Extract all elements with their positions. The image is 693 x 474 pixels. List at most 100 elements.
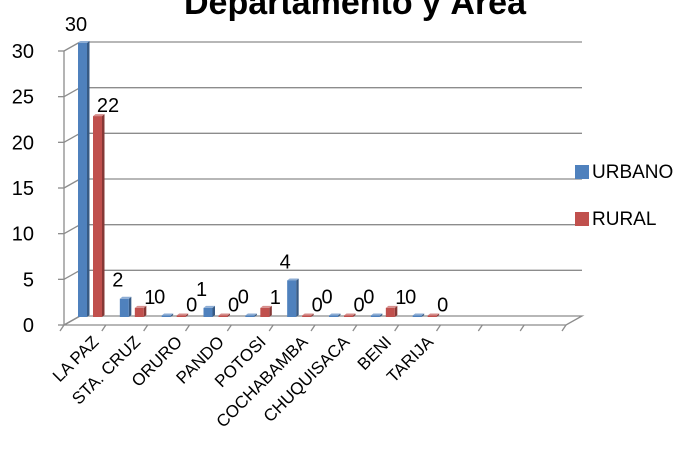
floor <box>61 315 585 326</box>
bar <box>93 116 102 317</box>
data-label: 1 <box>270 287 281 309</box>
bar-side <box>227 313 230 317</box>
gridline-side <box>63 178 81 189</box>
bar-side <box>212 305 215 317</box>
data-label: 0 <box>238 287 249 309</box>
data-label: 0 <box>363 287 374 309</box>
bar <box>203 307 213 317</box>
y-tick-label: 15 <box>12 178 34 200</box>
bar-side <box>143 305 147 317</box>
y-tick-label: 25 <box>12 87 34 109</box>
bar <box>176 315 186 317</box>
data-label: 1 <box>395 287 406 309</box>
data-label: 4 <box>280 251 291 273</box>
bar-top <box>344 313 356 316</box>
x-tick-mark <box>394 324 400 332</box>
x-tick-mark <box>519 324 525 332</box>
bar-top <box>260 305 272 308</box>
bar <box>287 280 297 317</box>
bar-top <box>302 313 314 316</box>
bar-side <box>254 313 257 317</box>
bar-side <box>394 305 398 317</box>
bar-side <box>185 313 189 317</box>
bar <box>344 315 353 317</box>
x-tick-mark <box>143 324 149 332</box>
data-label: 0 <box>186 295 197 317</box>
data-label: 1 <box>144 287 155 309</box>
x-tick-mark <box>268 324 274 332</box>
data-label: 0 <box>154 287 165 309</box>
data-label: 0 <box>353 295 364 317</box>
bar-top <box>176 313 189 316</box>
bar <box>412 315 422 317</box>
bar-side <box>170 313 174 317</box>
axes <box>58 42 585 332</box>
gridline-side <box>63 269 81 280</box>
bar <box>302 315 312 317</box>
data-label: 0 <box>321 287 332 309</box>
legend-swatch <box>575 212 589 226</box>
bar-side <box>379 313 383 317</box>
x-tick-mark <box>352 324 358 332</box>
x-tick-mark <box>310 324 316 332</box>
x-tick-mark <box>435 324 442 332</box>
x-tick-mark <box>101 324 107 332</box>
bar <box>218 315 228 317</box>
gridline-side <box>63 87 81 98</box>
bar-top <box>218 313 230 316</box>
bar-side <box>353 313 356 317</box>
bar-top <box>412 313 425 316</box>
legend-swatch <box>575 165 589 179</box>
bar-top <box>245 313 257 316</box>
bar-side <box>128 296 132 317</box>
bar-top <box>161 313 174 316</box>
bar <box>385 307 395 317</box>
bars <box>78 41 440 317</box>
bar-top <box>134 305 147 308</box>
data-label: 0 <box>405 287 416 309</box>
bar-side <box>102 114 105 317</box>
bar <box>78 43 87 317</box>
legend-label: RURAL <box>592 209 656 230</box>
bar-side <box>87 41 90 317</box>
data-label: 0 <box>312 295 323 317</box>
x-tick-mark <box>226 324 232 332</box>
bar-side <box>296 278 299 317</box>
bar-top <box>93 114 105 117</box>
bar-side <box>436 313 440 317</box>
bar-top <box>119 296 132 299</box>
bar <box>119 298 129 317</box>
x-tick-mark <box>477 324 483 332</box>
legend-label: URBANO <box>592 162 673 183</box>
bar-side <box>421 313 425 317</box>
bar <box>370 315 380 317</box>
bar <box>134 307 144 317</box>
bar-top <box>370 313 383 316</box>
y-tick-label: 10 <box>12 224 34 246</box>
legend: URBANO RURAL <box>575 162 673 230</box>
x-tick-mark <box>184 324 191 332</box>
gridlines <box>63 41 582 326</box>
chart-title: Departamento y Área <box>184 0 527 22</box>
gridline-side <box>63 41 81 52</box>
gridline-side <box>63 132 81 143</box>
bar <box>245 315 255 317</box>
bar-top <box>203 305 215 308</box>
gridline-side <box>63 224 81 235</box>
bar-side <box>311 313 314 317</box>
data-label: 1 <box>196 279 207 301</box>
data-label: 2 <box>112 270 123 292</box>
bar-top <box>78 41 90 43</box>
bar-top <box>287 278 299 281</box>
category-label: TARIJA <box>383 332 437 386</box>
bar <box>427 315 437 317</box>
bar-top <box>427 313 440 316</box>
bar-side <box>269 305 272 317</box>
x-tick-mark <box>59 324 65 332</box>
y-tick-label: 5 <box>23 269 34 291</box>
bar <box>329 315 338 317</box>
data-label: 30 <box>65 14 87 36</box>
